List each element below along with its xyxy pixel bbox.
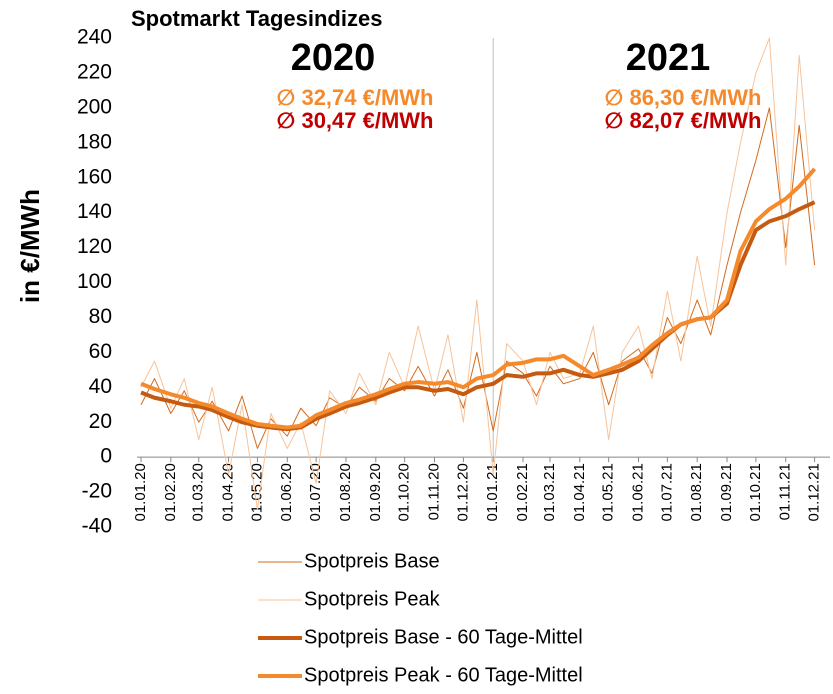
x-tick-label: 01.06.20 [278, 463, 295, 521]
x-tick-label: 01.03.21 [541, 463, 558, 521]
x-tick-label: 01.08.21 [688, 463, 705, 521]
x-tick-label: 01.01.21 [484, 463, 501, 521]
series-line [140, 37, 816, 511]
x-tick-label: 01.07.21 [658, 463, 675, 521]
y-tick-label: 20 [89, 410, 112, 433]
average-label: ∅ 30,47 €/MWh [277, 108, 434, 133]
y-tick-label: 140 [77, 200, 112, 223]
series-line [140, 167, 817, 430]
x-tick-label: 01.02.20 [162, 463, 179, 521]
y-tick-label: -40 [82, 515, 112, 538]
legend-label: Spotpreis Peak [304, 588, 441, 610]
x-tick-label: 01.09.21 [718, 463, 735, 521]
x-tick-label: 01.09.20 [367, 463, 384, 521]
chart-title: Spotmarkt Tagesindizes [131, 6, 382, 31]
x-tick-label: 01.06.21 [629, 463, 646, 521]
y-tick-label: 40 [89, 375, 112, 398]
legend-label: Spotpreis Base - 60 Tage-Mittel [304, 626, 583, 648]
x-tick-label: 01.08.20 [337, 463, 354, 521]
x-tick-label: 01.03.20 [190, 463, 207, 521]
y-tick-label: 180 [77, 130, 112, 153]
x-tick-label: 01.11.20 [425, 463, 442, 520]
legend-label: Spotpreis Base [304, 550, 440, 572]
y-tick-label: 220 [77, 60, 112, 83]
x-tick-label: 01.02.21 [514, 463, 531, 521]
x-tick-label: 01.05.21 [600, 463, 617, 521]
y-tick-label: 240 [77, 26, 112, 49]
x-tick-label: 01.01.20 [132, 463, 149, 521]
x-tick-label: 01.04.21 [571, 463, 588, 521]
x-tick-label: 01.10.21 [747, 463, 764, 521]
y-tick-label: 200 [77, 95, 112, 118]
series-line [140, 107, 816, 449]
legend-label: Spotpreis Peak - 60 Tage-Mittel [304, 664, 583, 686]
y-tick-label: 0 [100, 445, 112, 468]
y-tick-label: 100 [77, 270, 112, 293]
year-label: 2021 [626, 37, 711, 79]
average-label: ∅ 86,30 €/MWh [605, 85, 762, 110]
x-tick-label: 01.04.20 [220, 463, 237, 521]
x-tick-label: 01.11.21 [777, 463, 794, 520]
year-label: 2020 [291, 37, 376, 79]
y-tick-label: 60 [89, 340, 112, 363]
x-tick-label: 01.10.20 [396, 463, 413, 521]
average-label: ∅ 32,74 €/MWh [277, 85, 434, 110]
y-tick-label: 120 [77, 235, 112, 258]
y-axis-label: in €/MWh [15, 189, 45, 303]
y-tick-label: 80 [89, 305, 112, 328]
y-tick-label: 160 [77, 165, 112, 188]
x-tick-label: 01.12.21 [806, 463, 823, 521]
x-tick-label: 01.12.20 [454, 463, 471, 521]
average-label: ∅ 82,07 €/MWh [605, 108, 762, 133]
y-tick-label: -20 [82, 480, 112, 503]
x-tick-label: 01.07.20 [307, 463, 324, 521]
